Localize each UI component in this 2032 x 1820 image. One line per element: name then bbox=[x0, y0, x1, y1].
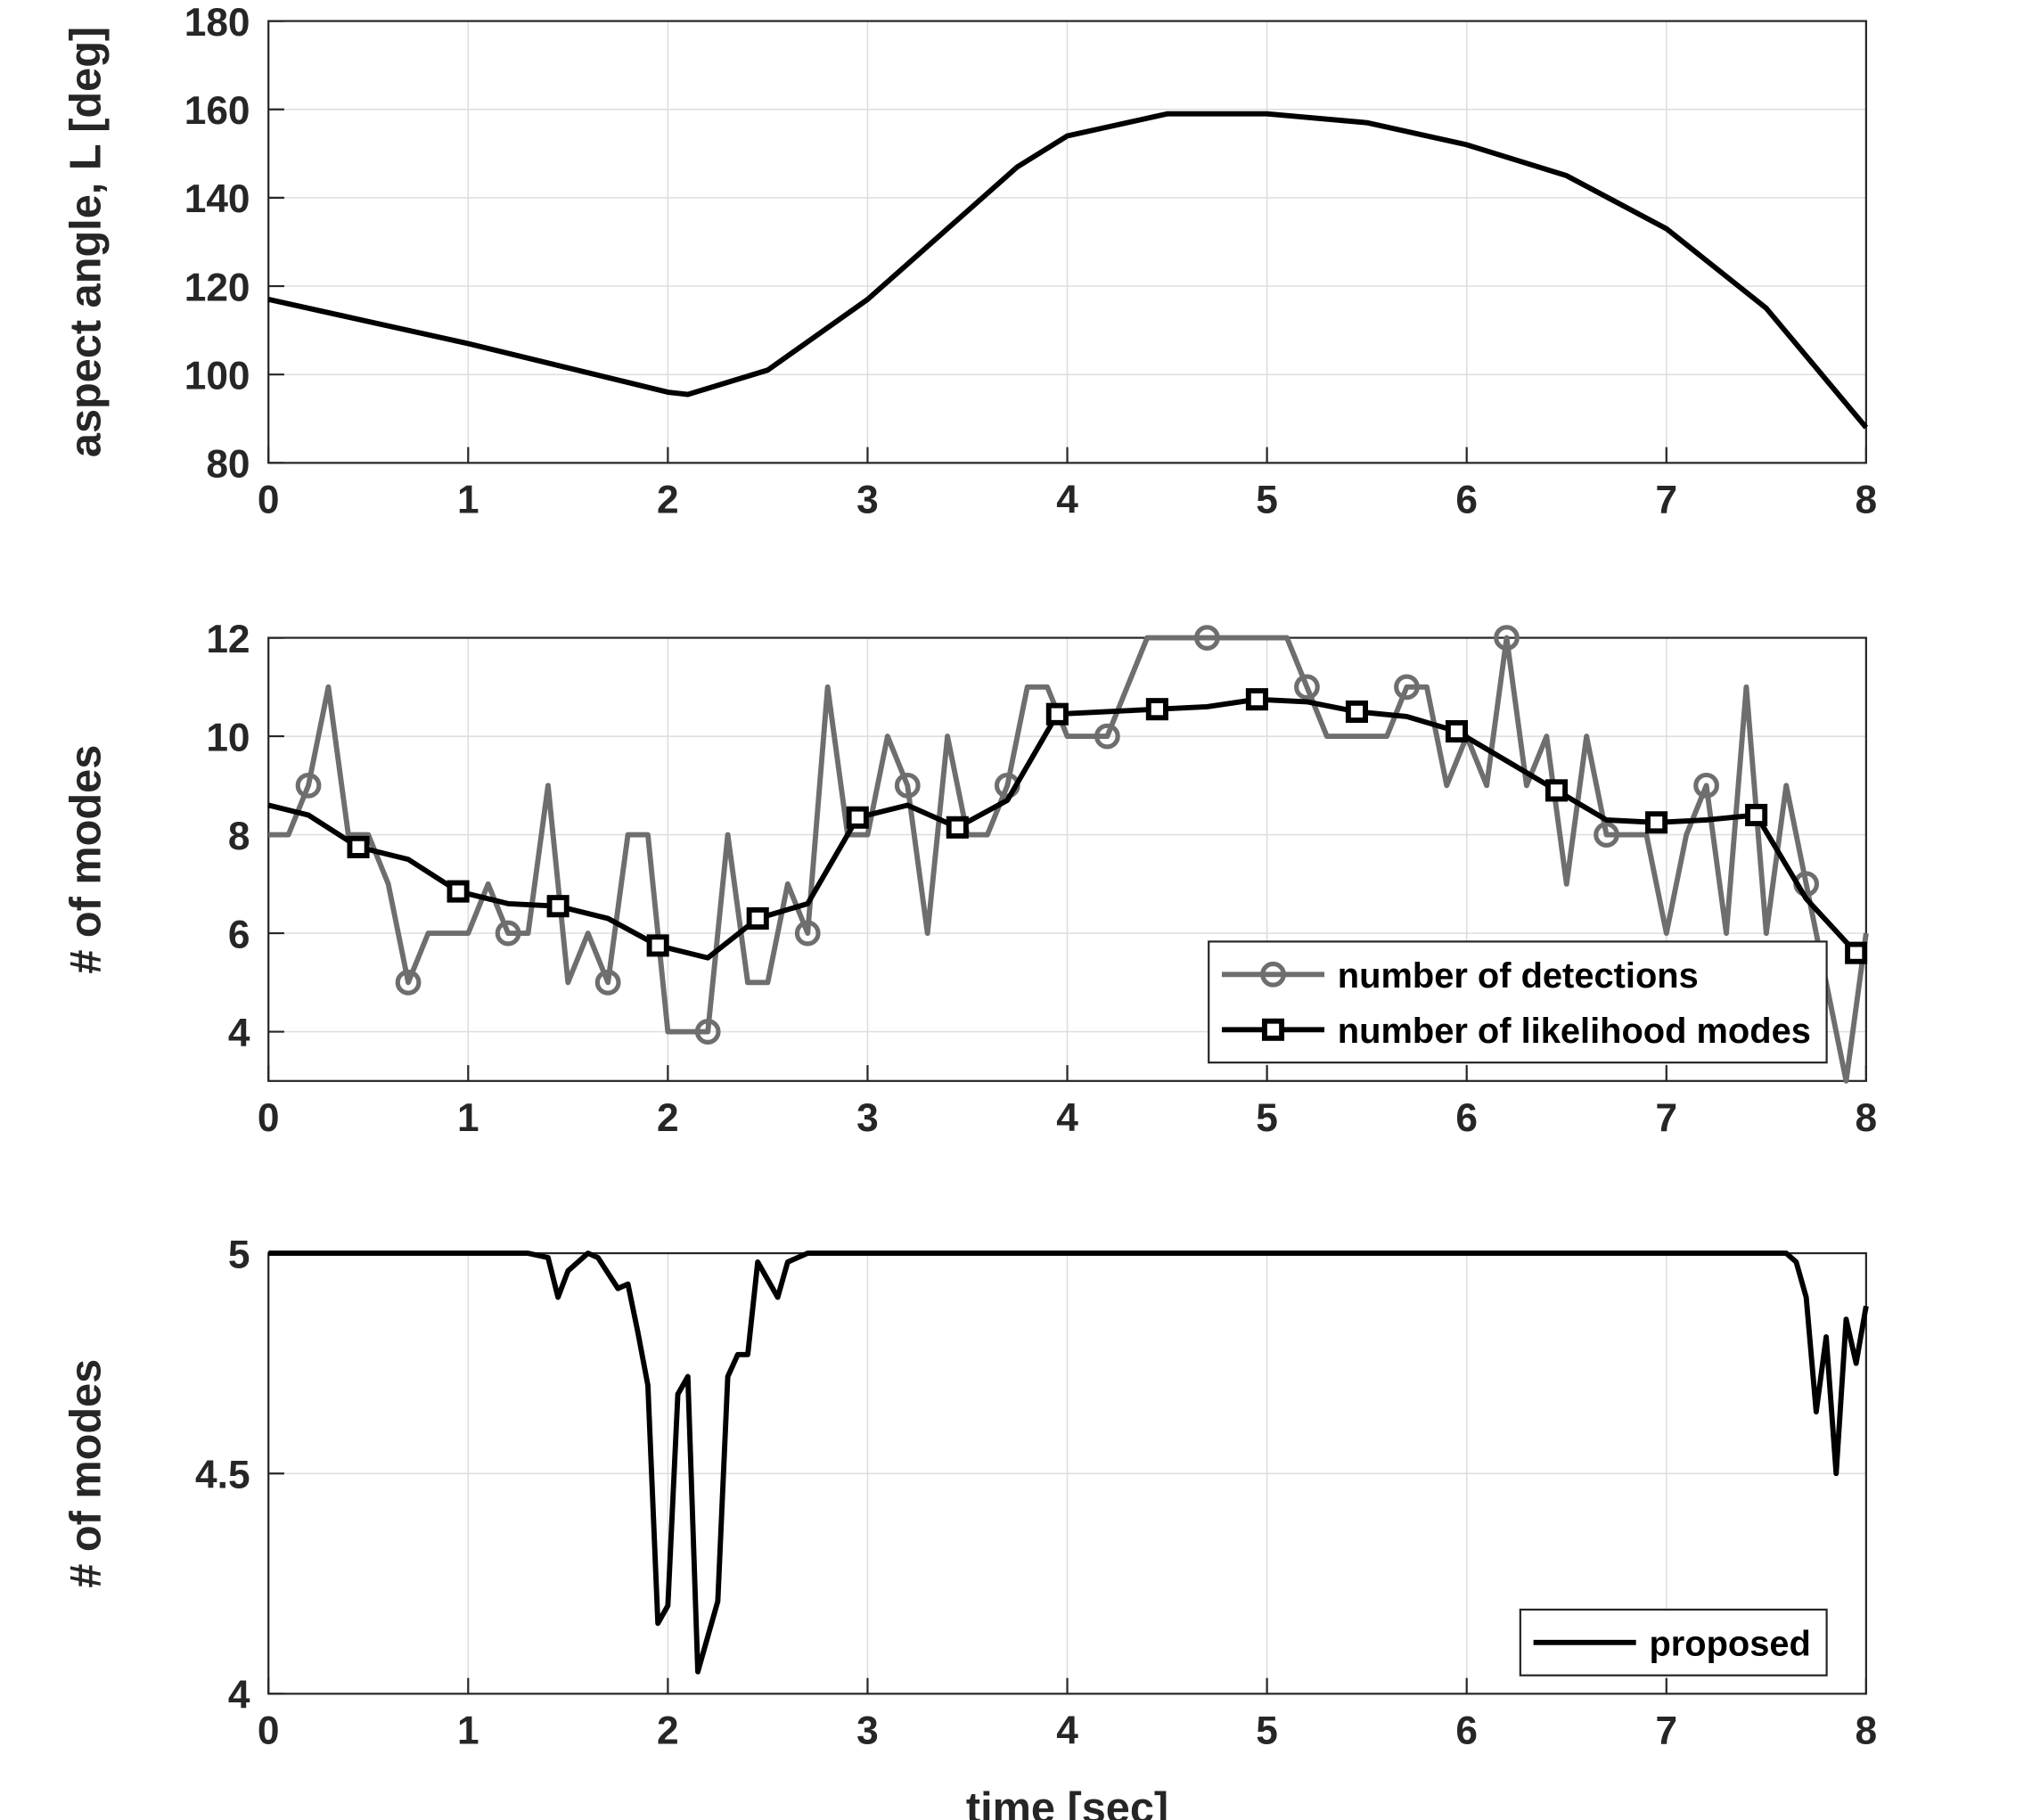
marker bbox=[447, 880, 470, 903]
x-tick-label: 1 bbox=[457, 478, 479, 521]
marker bbox=[1045, 702, 1069, 726]
x-tick-label: 8 bbox=[1856, 478, 1878, 521]
marker bbox=[1145, 698, 1168, 721]
marker bbox=[395, 969, 422, 996]
marker bbox=[794, 920, 821, 947]
x-axis-label: time [sec] bbox=[966, 1784, 1168, 1820]
y-axis-label: # of modes bbox=[61, 1359, 110, 1588]
legend-label: number of detections bbox=[1338, 956, 1699, 996]
x-tick-label: 2 bbox=[657, 1096, 679, 1140]
x-tick-label: 4 bbox=[1056, 1709, 1078, 1752]
marker bbox=[1845, 941, 1868, 964]
marker bbox=[1345, 700, 1369, 723]
marker bbox=[1645, 811, 1668, 834]
x-tick-label: 8 bbox=[1856, 1096, 1878, 1140]
y-tick-label: 160 bbox=[184, 89, 250, 133]
marker bbox=[1745, 803, 1768, 827]
data-line bbox=[267, 111, 1869, 430]
data-line bbox=[268, 1250, 1869, 1675]
x-tick-label: 0 bbox=[258, 478, 280, 521]
axes-frame bbox=[267, 636, 1867, 1082]
y-tick-label: 100 bbox=[184, 354, 250, 398]
marker bbox=[546, 895, 569, 918]
x-tick-label: 1 bbox=[457, 1709, 479, 1752]
x-tick-label: 7 bbox=[1655, 1096, 1677, 1140]
y-tick-label: 4 bbox=[228, 1674, 250, 1718]
marker bbox=[1194, 625, 1220, 651]
marker bbox=[894, 772, 921, 799]
marker bbox=[1094, 723, 1120, 750]
legend: proposed bbox=[1519, 1608, 1828, 1677]
marker bbox=[746, 906, 769, 930]
marker bbox=[1394, 674, 1420, 701]
x-tick-label: 6 bbox=[1455, 478, 1478, 521]
axes-frame bbox=[267, 20, 1867, 464]
x-tick-label: 2 bbox=[657, 1709, 679, 1752]
marker bbox=[846, 806, 869, 829]
marker bbox=[946, 816, 969, 839]
y-tick-label: 180 bbox=[184, 1, 250, 45]
legend-marker bbox=[1260, 961, 1286, 988]
marker bbox=[694, 1019, 721, 1045]
legend: number of detections number of likelihood… bbox=[1208, 940, 1828, 1064]
x-tick-label: 5 bbox=[1256, 1096, 1278, 1140]
x-tick-label: 1 bbox=[457, 1096, 479, 1140]
marker bbox=[347, 835, 370, 858]
marker bbox=[495, 920, 521, 947]
marker bbox=[1445, 720, 1469, 743]
y-tick-label: 120 bbox=[184, 266, 250, 309]
y-tick-label: 4.5 bbox=[195, 1453, 250, 1496]
y-tick-label: 80 bbox=[206, 443, 250, 487]
x-tick-label: 3 bbox=[856, 1709, 879, 1752]
marker bbox=[594, 969, 621, 996]
legend-label: proposed bbox=[1649, 1625, 1810, 1664]
marker bbox=[1294, 674, 1320, 701]
marker bbox=[1545, 779, 1569, 802]
x-tick-label: 3 bbox=[856, 1096, 879, 1140]
y-tick-label: 5 bbox=[228, 1233, 250, 1276]
legend-marker bbox=[1261, 1018, 1285, 1041]
x-tick-label: 0 bbox=[258, 1709, 280, 1752]
y-tick-label: 4 bbox=[228, 1012, 250, 1055]
y-tick-label: 10 bbox=[206, 716, 250, 759]
x-tick-label: 6 bbox=[1455, 1096, 1478, 1140]
marker bbox=[646, 934, 669, 957]
marker bbox=[295, 772, 322, 799]
y-axis-label: aspect angle, L [deg] bbox=[61, 27, 110, 457]
x-tick-label: 5 bbox=[1256, 478, 1278, 521]
y-axis-label: # of modes bbox=[61, 745, 110, 974]
y-tick-label: 140 bbox=[184, 177, 250, 221]
marker bbox=[1693, 772, 1719, 799]
y-tick-label: 8 bbox=[228, 815, 250, 858]
data-line bbox=[267, 696, 1868, 961]
x-tick-label: 0 bbox=[258, 1096, 280, 1140]
marker bbox=[1594, 822, 1619, 848]
x-tick-label: 2 bbox=[657, 478, 679, 521]
x-tick-label: 8 bbox=[1856, 1709, 1878, 1752]
x-tick-label: 7 bbox=[1655, 1709, 1677, 1752]
y-tick-label: 12 bbox=[206, 618, 250, 661]
data-line bbox=[268, 635, 1869, 1084]
x-tick-label: 4 bbox=[1056, 1096, 1078, 1140]
x-tick-label: 5 bbox=[1256, 1709, 1278, 1752]
y-tick-label: 6 bbox=[228, 913, 250, 956]
x-tick-label: 6 bbox=[1455, 1709, 1478, 1752]
x-tick-label: 7 bbox=[1655, 478, 1677, 521]
marker bbox=[1494, 625, 1520, 651]
x-tick-label: 3 bbox=[856, 478, 879, 521]
legend-label: number of likelihood modes bbox=[1338, 1012, 1811, 1051]
x-tick-label: 4 bbox=[1056, 478, 1078, 521]
legend-box bbox=[1208, 940, 1828, 1064]
marker bbox=[1245, 688, 1268, 711]
